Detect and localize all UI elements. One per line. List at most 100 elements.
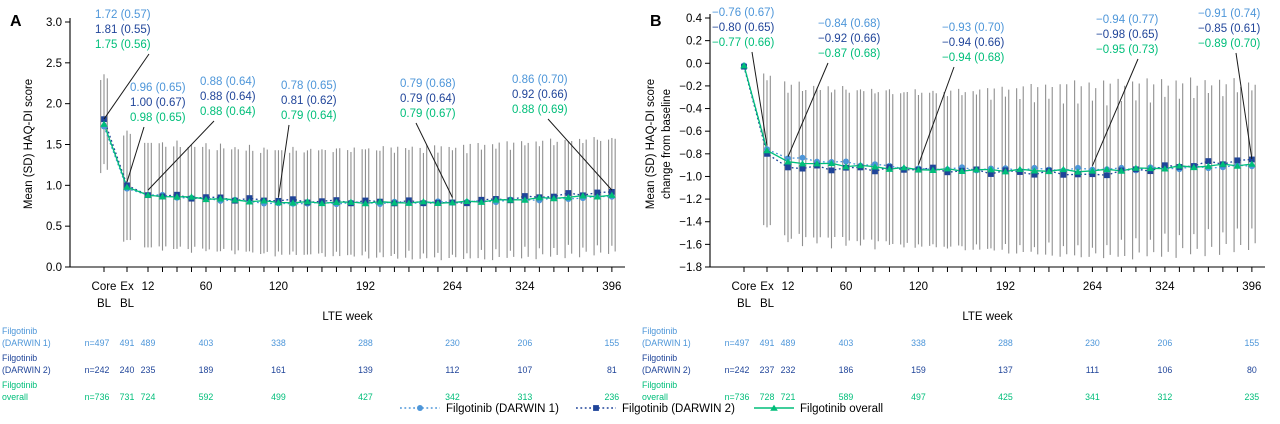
n-table-value: n=242 — [725, 365, 750, 375]
y-tick-label: 0.2 — [686, 36, 702, 48]
x-tick-label: 396 — [1242, 281, 1261, 293]
marker-triangle — [987, 166, 995, 173]
marker-triangle — [477, 198, 486, 205]
marker-triangle — [347, 198, 355, 205]
marker-triangle — [376, 198, 384, 205]
marker-triangle — [318, 199, 326, 207]
annotation-value: −0.95 (0.73) — [1096, 44, 1159, 56]
marker-square — [1147, 168, 1154, 175]
marker-triangle — [535, 194, 544, 201]
marker-triangle — [216, 195, 225, 202]
annotation-value: 0.88 (0.64) — [200, 76, 256, 88]
y-tick-label: 3.0 — [46, 17, 62, 29]
marker-triangle — [274, 199, 283, 206]
x-tick-label: 12 — [782, 281, 795, 293]
legend: Filgotinib (DARWIN 1) Filgotinib (DARWIN … — [400, 403, 883, 415]
marker-triangle — [144, 191, 152, 198]
n-table-value: 237 — [760, 365, 775, 375]
n-table-value: 137 — [998, 365, 1013, 375]
x-tick-label: Core — [92, 281, 117, 293]
marker-triangle — [929, 166, 937, 174]
n-table-value: 206 — [518, 338, 533, 348]
marker-triangle — [885, 165, 894, 172]
annotation-leader — [547, 118, 613, 191]
marker-triangle — [405, 199, 413, 206]
marker-square — [872, 168, 878, 175]
marker-triangle — [1204, 162, 1213, 169]
marker-square — [1060, 171, 1067, 178]
marker-triangle — [448, 199, 457, 206]
y-tick-label: −0.6 — [679, 126, 702, 138]
annotation-value: 1.81 (0.55) — [95, 24, 151, 36]
marker-square — [785, 164, 791, 171]
n-table-value: 288 — [358, 338, 373, 348]
y-tick-label: 2.5 — [46, 58, 62, 70]
marker-triangle — [958, 167, 966, 174]
marker-triangle — [463, 197, 471, 204]
annotation-value: −0.92 (0.66) — [818, 33, 881, 45]
x-tick-label: 324 — [515, 281, 535, 293]
x-tick-label: BL — [737, 298, 752, 310]
marker-triangle — [593, 193, 602, 200]
series-markers-darwin1 — [741, 62, 1255, 174]
annotation-leader — [415, 122, 453, 198]
marker-triangle — [390, 199, 399, 206]
y-axis-title: Mean (SD) HAQ-DI score — [645, 79, 657, 209]
n-table-value: 155 — [1245, 338, 1260, 348]
x-tick-label: Ex — [120, 281, 134, 293]
n-table-value: 111 — [1086, 365, 1099, 375]
annotation-leader — [917, 66, 955, 165]
n-table-value: 403 — [199, 338, 214, 348]
y-tick-label: 2.0 — [46, 99, 62, 111]
x-tick-label: Ex — [760, 281, 774, 293]
x-tick-label: 120 — [269, 281, 288, 293]
n-table-value: n=497 — [85, 338, 110, 348]
marker-triangle — [1146, 164, 1155, 172]
marker-triangle — [740, 62, 748, 69]
n-table-value: 230 — [445, 338, 460, 348]
marker-triangle — [1059, 165, 1068, 173]
marker-triangle — [332, 198, 341, 205]
marker-triangle — [1001, 168, 1010, 175]
marker-triangle — [856, 161, 865, 169]
n-table-value: 240 — [120, 365, 135, 375]
marker-triangle — [419, 198, 428, 205]
n-table-value: 425 — [998, 392, 1013, 402]
marker-triangle — [202, 195, 210, 203]
marker-square — [1031, 171, 1038, 178]
marker-triangle — [770, 404, 778, 411]
annotation-leader — [751, 51, 768, 146]
annotation-value: −0.91 (0.74) — [1198, 8, 1261, 20]
n-table-row-label: (DARWIN 2) — [2, 365, 51, 375]
n-table-value: 80 — [1247, 365, 1257, 375]
n-table-value: 338 — [271, 338, 286, 348]
marker-triangle — [492, 196, 500, 203]
marker-square — [1017, 169, 1023, 175]
x-tick-label: 264 — [443, 281, 463, 293]
y-tick-label: −0.4 — [679, 104, 702, 116]
annotation-value: 0.86 (0.70) — [512, 74, 568, 86]
marker-triangle — [158, 193, 167, 200]
n-table-value: 235 — [141, 365, 156, 375]
series-markers-overall — [740, 62, 1256, 175]
panel-A: A 3.0 2.5 2.0 1.5 1.0 0.5 0.0 Mean (SD) HAQ-DI s… — [2, 9, 625, 402]
n-table-value: 338 — [911, 338, 926, 348]
x-tick-label: 120 — [909, 281, 928, 293]
marker-square — [594, 189, 601, 196]
marker-circle — [417, 405, 423, 411]
annotation-value: −0.94 (0.68) — [942, 52, 1005, 64]
series-line-darwin1 — [103, 126, 612, 205]
marker-triangle — [187, 193, 196, 200]
x-tick-label: 396 — [602, 281, 621, 293]
marker-triangle — [1175, 162, 1184, 169]
marker-square — [1161, 162, 1168, 169]
annotation-value: 0.88 (0.64) — [200, 91, 256, 103]
n-table-value: 497 — [911, 392, 926, 402]
series-markers-darwin2 — [101, 116, 615, 207]
n-table-row-label: (DARWIN 2) — [642, 365, 691, 375]
n-table-value: 189 — [199, 365, 214, 375]
y-tick-label: −0.8 — [679, 149, 702, 161]
marker-triangle — [245, 198, 254, 205]
marker-triangle — [813, 160, 821, 167]
